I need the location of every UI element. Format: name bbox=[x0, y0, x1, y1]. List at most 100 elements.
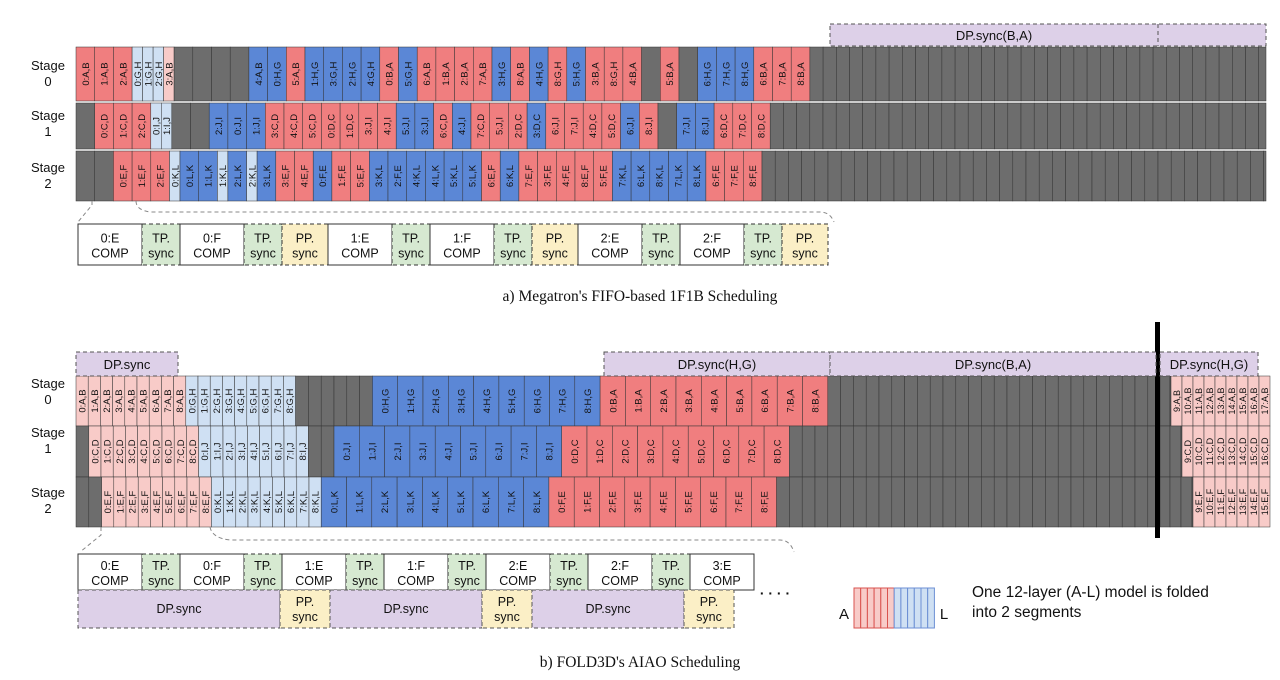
a-s2-idle-cell bbox=[1184, 150, 1198, 202]
b-s0-idle-cell bbox=[1083, 375, 1097, 427]
svg-text:1:F,E: 1:F,E bbox=[337, 165, 348, 187]
svg-text:5:H,G: 5:H,G bbox=[507, 389, 518, 414]
a-s2-idle-cell bbox=[1210, 150, 1225, 202]
b-s1-task-cell: 7:I,J bbox=[283, 425, 297, 478]
b-s0-task-cell: 12:A,B bbox=[1203, 375, 1216, 427]
b-s2-task-cell: 5:E,F bbox=[162, 476, 175, 528]
svg-text:14:A,B: 14:A,B bbox=[1227, 387, 1237, 414]
a-s1-task-cell: 7:D,C bbox=[732, 102, 752, 150]
a-s2-idle-cell bbox=[827, 150, 842, 202]
b-s2-idle-cell bbox=[1180, 476, 1193, 528]
svg-text:8:I,J: 8:I,J bbox=[298, 442, 309, 460]
svg-text:4:K,L: 4:K,L bbox=[412, 165, 423, 187]
svg-text:2:C,D: 2:C,D bbox=[137, 114, 148, 138]
svg-text:TP.: TP. bbox=[754, 232, 772, 246]
b-s1-task-cell: 3:J,I bbox=[409, 425, 436, 478]
svg-text:6:J,I: 6:J,I bbox=[625, 117, 636, 135]
b-s0-idle-cell bbox=[942, 375, 957, 427]
svg-text:COMP: COMP bbox=[693, 247, 731, 261]
a-s2-task-cell: 7:F,E bbox=[724, 150, 744, 202]
a-s2-task-cell: 5:K,L bbox=[443, 150, 464, 202]
a-s1-idle-cell bbox=[809, 102, 824, 150]
a-s1-idle-cell bbox=[941, 102, 956, 150]
a-s1-idle-cell bbox=[190, 102, 210, 150]
b-s0-idle-cell bbox=[929, 375, 944, 427]
svg-text:0:I,J: 0:I,J bbox=[200, 442, 211, 460]
a-s2-idle-cell bbox=[854, 150, 868, 202]
a-s0-task-cell: 5:B,A bbox=[660, 46, 680, 102]
a-s2-idle-cell bbox=[1144, 150, 1159, 202]
b-s1-idle-cell bbox=[1159, 425, 1171, 478]
svg-text:TP.: TP. bbox=[560, 559, 578, 573]
a-s0-idle-cell bbox=[968, 46, 982, 102]
svg-text:3:L,K: 3:L,K bbox=[405, 490, 416, 513]
b-s0-task-cell: 3:G,H bbox=[222, 375, 235, 427]
a-s1-idle-cell bbox=[835, 102, 850, 150]
a-detail-tp-box-1: TP.sync bbox=[141, 223, 181, 266]
svg-text:15:C,D: 15:C,D bbox=[1249, 437, 1259, 466]
svg-text:4:H,G: 4:H,G bbox=[534, 62, 545, 87]
a-s0-idle-cell bbox=[994, 46, 1009, 102]
a-s0-idle-cell bbox=[211, 46, 231, 102]
b-s0-task-cell: 5:H,G bbox=[498, 375, 525, 427]
a-s1-idle-cell bbox=[994, 102, 1009, 150]
svg-text:8:K,L: 8:K,L bbox=[655, 165, 666, 187]
b-s1-idle-cell bbox=[865, 425, 880, 478]
svg-text:2: 2 bbox=[44, 501, 51, 516]
b-s1-task-cell: 3:C,D bbox=[125, 425, 138, 478]
b-s0-task-cell: 1:A,B bbox=[87, 375, 101, 427]
a-s1-task-cell: 0:D,C bbox=[321, 102, 341, 150]
svg-text:1:F,E: 1:F,E bbox=[582, 491, 593, 513]
a-s0-idle-cell bbox=[1073, 46, 1088, 102]
a-s1-task-cell: 7:J,I bbox=[676, 102, 696, 150]
b-s0-task-cell: 2:B,A bbox=[650, 375, 677, 427]
b-s2-task-cell: 2:E,F bbox=[125, 476, 139, 528]
b-s0-idle-cell bbox=[891, 375, 905, 427]
svg-text:6:H,G: 6:H,G bbox=[703, 62, 714, 87]
b-s2-task-cell: 2:L,K bbox=[371, 476, 398, 528]
svg-text:sync: sync bbox=[658, 574, 684, 588]
b-s0-task-cell: 8:G,H bbox=[283, 375, 296, 427]
svg-text:15:E,F: 15:E,F bbox=[1260, 488, 1270, 515]
b-s0-idle-cell bbox=[320, 375, 335, 427]
a-s2-idle-cell bbox=[1131, 150, 1146, 202]
svg-text:sync: sync bbox=[500, 247, 526, 261]
b-s1-task-cell: 6:D,C bbox=[713, 425, 740, 478]
svg-text:3:F,E: 3:F,E bbox=[542, 165, 553, 187]
a-s1-task-cell: 1:J,I bbox=[246, 102, 266, 150]
svg-text:COMP: COMP bbox=[91, 574, 129, 588]
svg-text:5:J,I: 5:J,I bbox=[401, 117, 412, 135]
a-s1-task-cell: 7:J,I bbox=[564, 102, 584, 150]
b-s0-task-cell: 4:H,G bbox=[473, 375, 500, 427]
b-s0-idle-cell bbox=[827, 375, 841, 427]
a-s2-idle-cell bbox=[1052, 150, 1066, 202]
a-s2-idle-cell bbox=[1038, 150, 1053, 202]
b-s0-task-cell: 3:B,A bbox=[675, 375, 702, 427]
a-s0-task-cell: 1:G,H bbox=[142, 46, 154, 102]
b-s1-idle-cell bbox=[968, 425, 982, 478]
b-s0-idle-cell bbox=[968, 375, 982, 427]
a-s0-idle-cell bbox=[229, 46, 250, 102]
a-s2-idle-cell bbox=[946, 150, 961, 202]
a-s1-idle-cell bbox=[1086, 102, 1101, 150]
a-s2-task-cell: 1:L,K bbox=[198, 150, 218, 202]
svg-text:1:C,D: 1:C,D bbox=[118, 114, 129, 138]
svg-text:8:J,I: 8:J,I bbox=[700, 117, 711, 135]
svg-text:4:L,K: 4:L,K bbox=[431, 490, 442, 513]
svg-text:5:E,F: 5:E,F bbox=[164, 490, 175, 513]
b-s0-task-cell: 0:B,A bbox=[599, 375, 626, 427]
svg-text:PP.: PP. bbox=[796, 232, 815, 246]
a-s0-idle-cell bbox=[1218, 46, 1233, 102]
svg-text:7:C,D: 7:C,D bbox=[476, 114, 487, 138]
b-s2-idle-cell bbox=[1083, 476, 1097, 528]
a-s0-task-cell: 1:A,B bbox=[94, 46, 114, 102]
a-s0-idle-cell bbox=[678, 46, 698, 102]
svg-text:4:C,D: 4:C,D bbox=[289, 114, 300, 138]
svg-text:A: A bbox=[839, 606, 849, 623]
b-s0-task-cell: 6:A,B bbox=[148, 375, 162, 427]
a-s1-idle-cell bbox=[171, 102, 191, 150]
